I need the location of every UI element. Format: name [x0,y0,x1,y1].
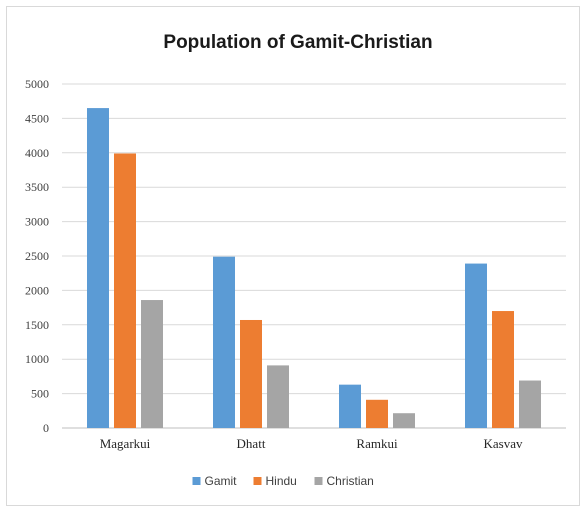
bar-hindu-kasvav [492,311,514,428]
y-tick-label: 5000 [25,77,49,91]
bars [87,108,541,428]
bar-gamit-ramkui [339,384,361,428]
bar-gamit-magarkui [87,108,109,428]
bar-christian-kasvav [519,380,541,428]
bar-gamit-dhatt [213,256,235,428]
bar-christian-ramkui [393,413,415,428]
legend-swatch-gamit [192,477,201,485]
y-tick-label: 1500 [25,318,49,332]
bar-hindu-dhatt [240,319,262,428]
legend-label-christian: Christian [327,474,374,488]
legend-label-hindu: Hindu [266,474,297,488]
y-tick-label: 0 [43,421,49,435]
x-tick-label: Ramkui [356,436,398,451]
x-tick-label: Dhatt [237,436,266,451]
y-tick-label: 4000 [25,146,49,160]
legend-swatch-christian [314,477,323,485]
x-axis-ticks: Magarkui Dhatt Ramkui Kasvav [100,436,523,451]
gridlines [62,83,566,429]
y-axis-ticks: 0 500 1000 1500 2000 2500 3000 3500 4000 4500 5000 [25,77,49,435]
y-tick-label: 1000 [25,352,49,366]
bar-hindu-magarkui [114,153,136,428]
bar-gamit-kasvav [465,263,487,428]
y-tick-label: 2000 [25,283,49,297]
bar-christian-dhatt [267,365,289,428]
legend-swatch-hindu [253,477,262,485]
y-tick-label: 2500 [25,249,49,263]
bar-hindu-ramkui [366,399,388,428]
x-tick-label: Magarkui [100,436,151,451]
bar-christian-magarkui [141,300,163,428]
y-tick-label: 3000 [25,215,49,229]
legend-label-gamit: Gamit [205,474,238,488]
legend: Gamit Hindu Christian [192,474,374,488]
y-tick-label: 3500 [25,180,49,194]
chart-title: Population of Gamit-Christian [163,32,432,53]
y-tick-label: 4500 [25,111,49,125]
x-tick-label: Kasvav [484,436,523,451]
y-tick-label: 500 [31,387,49,401]
